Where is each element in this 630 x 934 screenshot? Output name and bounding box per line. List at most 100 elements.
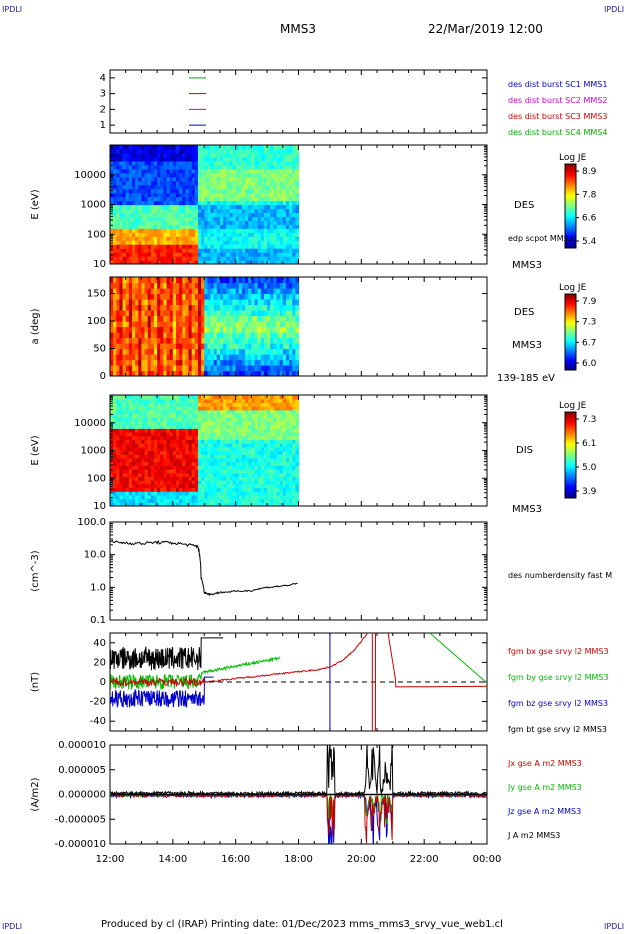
- heatmap-cell: [257, 417, 262, 422]
- heatmap-cell: [285, 310, 290, 317]
- heatmap-cell: [119, 472, 124, 477]
- heatmap-cell: [219, 348, 224, 355]
- heatmap-cell: [213, 200, 218, 206]
- heatmap-cell: [226, 476, 230, 481]
- heatmap-cell: [285, 220, 290, 225]
- heatmap-cell: [235, 192, 240, 198]
- heatmap-cell: [270, 359, 274, 366]
- heatmap-cell: [163, 398, 168, 403]
- heatmap-cell: [235, 454, 240, 459]
- heatmap-cell: [223, 180, 227, 186]
- heatmap-cell: [191, 480, 196, 485]
- heatmap-cell: [248, 395, 252, 400]
- heatmap-cell: [166, 220, 171, 225]
- heatmap-cell: [273, 395, 278, 400]
- heatmap-cell: [216, 164, 221, 170]
- heatmap-cell: [207, 168, 212, 174]
- heatmap-cell: [160, 288, 165, 295]
- heatmap-cell: [185, 260, 190, 264]
- heatmap-cell: [279, 420, 284, 426]
- heatmap-cell: [182, 337, 186, 344]
- heatmap-cell: [116, 145, 121, 150]
- heatmap-cell: [153, 293, 158, 300]
- heatmap-cell: [172, 443, 177, 448]
- heatmap-cell: [270, 406, 274, 411]
- heatmap-cell: [229, 439, 234, 444]
- heatmap-cell: [248, 413, 252, 418]
- heatmap-cell: [235, 304, 240, 311]
- heatmap-cell: [229, 152, 234, 158]
- heatmap-cell: [263, 417, 268, 422]
- heatmap-cell: [201, 446, 205, 452]
- heatmap-cell: [238, 299, 243, 306]
- heatmap-cell: [194, 204, 199, 210]
- heatmap-cell: [201, 494, 205, 500]
- heatmap-cell: [229, 145, 234, 150]
- heatmap-cell: [285, 428, 290, 433]
- heatmap-cell: [276, 420, 281, 426]
- heatmap-cell: [138, 224, 143, 229]
- heatmap-cell: [267, 260, 271, 264]
- heatmap-cell: [119, 282, 124, 289]
- heatmap-cell: [232, 435, 237, 440]
- heatmap-cell: [125, 413, 130, 418]
- heatmap-cell: [279, 196, 284, 202]
- heatmap-cell: [204, 208, 208, 214]
- heatmap-cell: [125, 293, 130, 300]
- heatmap-cell: [267, 220, 271, 225]
- heatmap-cell: [169, 457, 174, 463]
- heatmap-cell: [232, 196, 237, 202]
- heatmap-cell: [201, 200, 205, 206]
- heatmap-cell: [248, 196, 252, 202]
- heatmap-cell: [257, 184, 262, 190]
- heatmap-cell: [282, 248, 287, 253]
- heatmap-cell: [207, 424, 212, 429]
- heatmap-cell: [204, 326, 208, 333]
- heatmap-cell: [282, 424, 287, 429]
- heatmap-cell: [128, 160, 133, 166]
- heatmap-cell: [241, 480, 246, 485]
- heatmap-cell: [160, 168, 165, 174]
- heatmap-cell: [122, 204, 127, 210]
- heatmap-cell: [201, 454, 205, 459]
- heatmap-cell: [245, 256, 249, 261]
- heatmap-cell: [201, 420, 205, 426]
- heatmap-cell: [135, 145, 139, 150]
- heatmap-cell: [289, 498, 293, 503]
- heatmap-cell: [263, 354, 268, 361]
- heatmap-cell: [153, 465, 158, 470]
- heatmap-cell: [144, 315, 149, 322]
- heatmap-cell: [276, 491, 281, 496]
- heatmap-cell: [229, 424, 234, 429]
- heatmap-cell: [116, 480, 121, 485]
- heatmap-cell: [282, 172, 287, 178]
- heatmap-cell: [285, 200, 290, 206]
- heatmap-cell: [204, 435, 208, 440]
- heatmap-cell: [245, 212, 249, 217]
- heatmap-cell: [282, 204, 287, 210]
- heatmap-cell: [229, 321, 234, 328]
- heatmap-cell: [276, 200, 281, 206]
- heatmap-cell: [226, 204, 230, 210]
- heatmap-cell: [194, 461, 199, 466]
- heatmap-cell: [276, 476, 281, 481]
- heatmap-cell: [245, 483, 249, 489]
- heatmap-cell: [270, 148, 274, 154]
- heatmap-cell: [194, 252, 199, 257]
- heatmap-cell: [241, 487, 246, 492]
- heatmap-cell: [207, 256, 212, 261]
- heatmap-cell: [157, 487, 161, 492]
- heatmap-cell: [219, 310, 224, 317]
- heatmap-cell: [235, 228, 240, 233]
- heatmap-cell: [128, 343, 133, 350]
- heatmap-cell: [157, 224, 161, 229]
- heatmap-cell: [191, 465, 196, 470]
- heatmap-cell: [241, 417, 246, 422]
- heatmap-cell: [251, 228, 256, 233]
- heatmap-cell: [238, 282, 243, 289]
- heatmap-cell: [175, 413, 180, 418]
- heatmap-cell: [175, 200, 180, 206]
- heatmap-cell: [116, 435, 121, 440]
- heatmap-cell: [182, 461, 186, 466]
- heatmap-cell: [163, 354, 168, 361]
